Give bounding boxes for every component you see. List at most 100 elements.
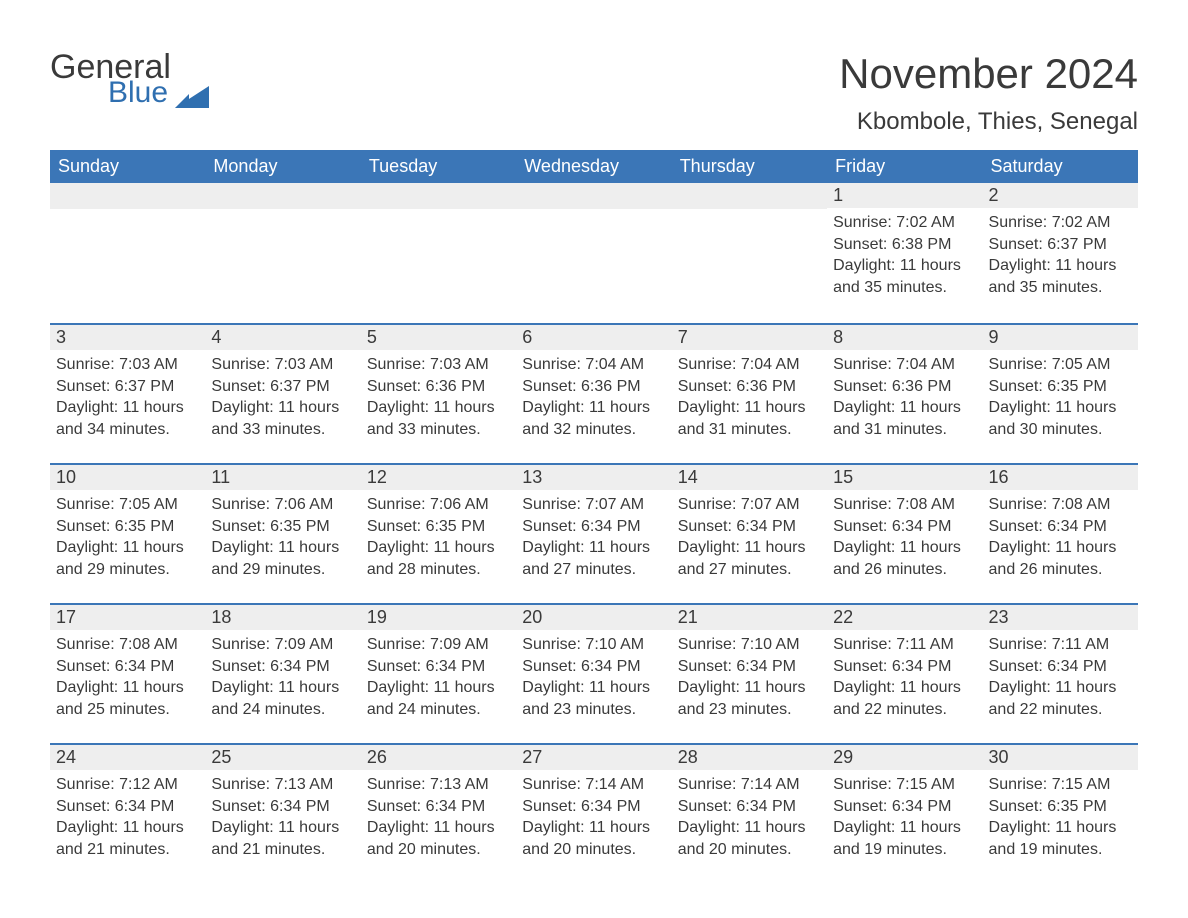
calendar-cell: 16Sunrise: 7:08 AMSunset: 6:34 PMDayligh… bbox=[983, 463, 1138, 593]
daylight-value-1: 11 hours bbox=[744, 399, 805, 416]
cell-body: Sunrise: 7:04 AMSunset: 6:36 PMDaylight:… bbox=[827, 350, 982, 450]
daylight-label: Daylight: bbox=[367, 539, 429, 556]
week-spacer bbox=[50, 313, 1138, 323]
cell-body: Sunrise: 7:15 AMSunset: 6:34 PMDaylight:… bbox=[827, 770, 982, 870]
sunset-value: 6:34 PM bbox=[115, 658, 175, 675]
daylight-line-1: Daylight: 11 hours bbox=[56, 397, 199, 419]
cell-body: Sunrise: 7:03 AMSunset: 6:37 PMDaylight:… bbox=[205, 350, 360, 450]
empty-date-bar bbox=[361, 183, 516, 209]
cell-body: Sunrise: 7:13 AMSunset: 6:34 PMDaylight:… bbox=[361, 770, 516, 870]
daylight-label: Daylight: bbox=[833, 819, 895, 836]
calendar-cell: 18Sunrise: 7:09 AMSunset: 6:34 PMDayligh… bbox=[205, 603, 360, 733]
daylight-label: Daylight: bbox=[989, 399, 1051, 416]
calendar-cell: 4Sunrise: 7:03 AMSunset: 6:37 PMDaylight… bbox=[205, 323, 360, 453]
sunset-value: 6:34 PM bbox=[270, 798, 330, 815]
calendar-cell: 14Sunrise: 7:07 AMSunset: 6:34 PMDayligh… bbox=[672, 463, 827, 593]
sunrise-label: Sunrise: bbox=[833, 496, 892, 513]
sunrise-value: 7:06 AM bbox=[430, 496, 489, 513]
daylight-line-1: Daylight: 11 hours bbox=[678, 397, 821, 419]
date-number: 1 bbox=[827, 183, 982, 208]
sunset-label: Sunset: bbox=[367, 798, 421, 815]
daylight-label: Daylight: bbox=[211, 539, 273, 556]
date-number: 22 bbox=[827, 603, 982, 630]
sunrise-label: Sunrise: bbox=[522, 356, 581, 373]
date-number: 29 bbox=[827, 743, 982, 770]
daylight-line-1: Daylight: 11 hours bbox=[56, 817, 199, 839]
daylight-line-1: Daylight: 11 hours bbox=[833, 537, 976, 559]
daylight-value-1: 11 hours bbox=[1055, 539, 1116, 556]
sunset-value: 6:34 PM bbox=[1047, 518, 1107, 535]
calendar-cell: 10Sunrise: 7:05 AMSunset: 6:35 PMDayligh… bbox=[50, 463, 205, 593]
sunset-value: 6:36 PM bbox=[736, 378, 796, 395]
cell-body: Sunrise: 7:06 AMSunset: 6:35 PMDaylight:… bbox=[361, 490, 516, 590]
daylight-line-1: Daylight: 11 hours bbox=[678, 537, 821, 559]
week-spacer bbox=[50, 733, 1138, 743]
sunset-label: Sunset: bbox=[989, 378, 1043, 395]
daylight-label: Daylight: bbox=[56, 679, 118, 696]
sunrise-value: 7:11 AM bbox=[896, 636, 954, 653]
sunrise-line: Sunrise: 7:10 AM bbox=[522, 634, 665, 656]
sunrise-line: Sunrise: 7:09 AM bbox=[211, 634, 354, 656]
sunset-label: Sunset: bbox=[989, 658, 1043, 675]
sunrise-line: Sunrise: 7:13 AM bbox=[211, 774, 354, 796]
sunset-line: Sunset: 6:34 PM bbox=[367, 796, 510, 818]
daylight-line-1: Daylight: 11 hours bbox=[989, 537, 1132, 559]
sunset-label: Sunset: bbox=[678, 378, 732, 395]
calendar-cell bbox=[672, 183, 827, 313]
daylight-line-2: and 21 minutes. bbox=[56, 839, 199, 861]
sunrise-label: Sunrise: bbox=[522, 776, 581, 793]
sunset-line: Sunset: 6:34 PM bbox=[522, 656, 665, 678]
title-block: November 2024 Kbombole, Thies, Senegal bbox=[839, 50, 1138, 136]
sunrise-value: 7:04 AM bbox=[585, 356, 644, 373]
date-number: 27 bbox=[516, 743, 671, 770]
sunrise-line: Sunrise: 7:15 AM bbox=[833, 774, 976, 796]
daylight-label: Daylight: bbox=[989, 539, 1051, 556]
daylight-line-1: Daylight: 11 hours bbox=[678, 677, 821, 699]
cell-body: Sunrise: 7:08 AMSunset: 6:34 PMDaylight:… bbox=[983, 490, 1138, 590]
sunrise-line: Sunrise: 7:13 AM bbox=[367, 774, 510, 796]
sunset-value: 6:34 PM bbox=[892, 518, 952, 535]
daylight-label: Daylight: bbox=[989, 819, 1051, 836]
date-number: 21 bbox=[672, 603, 827, 630]
daylight-line-1: Daylight: 11 hours bbox=[989, 255, 1132, 277]
sunrise-line: Sunrise: 7:08 AM bbox=[56, 634, 199, 656]
sunset-value: 6:34 PM bbox=[1047, 658, 1107, 675]
sunrise-label: Sunrise: bbox=[367, 636, 426, 653]
daylight-label: Daylight: bbox=[56, 399, 118, 416]
sunrise-value: 7:10 AM bbox=[741, 636, 800, 653]
daylight-label: Daylight: bbox=[522, 539, 584, 556]
calendar-cell: 19Sunrise: 7:09 AMSunset: 6:34 PMDayligh… bbox=[361, 603, 516, 733]
daylight-line-2: and 21 minutes. bbox=[211, 839, 354, 861]
date-number: 16 bbox=[983, 463, 1138, 490]
sunrise-line: Sunrise: 7:14 AM bbox=[678, 774, 821, 796]
sunset-value: 6:34 PM bbox=[892, 658, 952, 675]
week-spacer bbox=[50, 453, 1138, 463]
daylight-label: Daylight: bbox=[989, 257, 1051, 274]
sunset-line: Sunset: 6:35 PM bbox=[989, 796, 1132, 818]
sunset-line: Sunset: 6:34 PM bbox=[833, 516, 976, 538]
sunset-line: Sunset: 6:36 PM bbox=[367, 376, 510, 398]
daylight-label: Daylight: bbox=[522, 679, 584, 696]
daylight-line-2: and 33 minutes. bbox=[367, 419, 510, 441]
daylight-line-2: and 26 minutes. bbox=[989, 559, 1132, 581]
cell-body: Sunrise: 7:04 AMSunset: 6:36 PMDaylight:… bbox=[672, 350, 827, 450]
sunrise-value: 7:05 AM bbox=[1052, 356, 1111, 373]
date-number: 30 bbox=[983, 743, 1138, 770]
daylight-line-2: and 35 minutes. bbox=[989, 277, 1132, 299]
sunrise-label: Sunrise: bbox=[56, 776, 115, 793]
sunrise-value: 7:09 AM bbox=[275, 636, 334, 653]
sunrise-label: Sunrise: bbox=[367, 496, 426, 513]
week-spacer bbox=[50, 593, 1138, 603]
empty-date-bar bbox=[516, 183, 671, 209]
sunset-value: 6:34 PM bbox=[426, 658, 486, 675]
sunrise-label: Sunrise: bbox=[989, 214, 1048, 231]
daylight-label: Daylight: bbox=[989, 679, 1051, 696]
sunset-line: Sunset: 6:34 PM bbox=[522, 796, 665, 818]
sunrise-label: Sunrise: bbox=[833, 214, 892, 231]
daylight-value-1: 11 hours bbox=[900, 539, 961, 556]
sunrise-value: 7:10 AM bbox=[585, 636, 644, 653]
daylight-line-1: Daylight: 11 hours bbox=[989, 397, 1132, 419]
daylight-label: Daylight: bbox=[367, 399, 429, 416]
daylight-value-1: 11 hours bbox=[589, 539, 650, 556]
cell-body: Sunrise: 7:11 AMSunset: 6:34 PMDaylight:… bbox=[827, 630, 982, 730]
